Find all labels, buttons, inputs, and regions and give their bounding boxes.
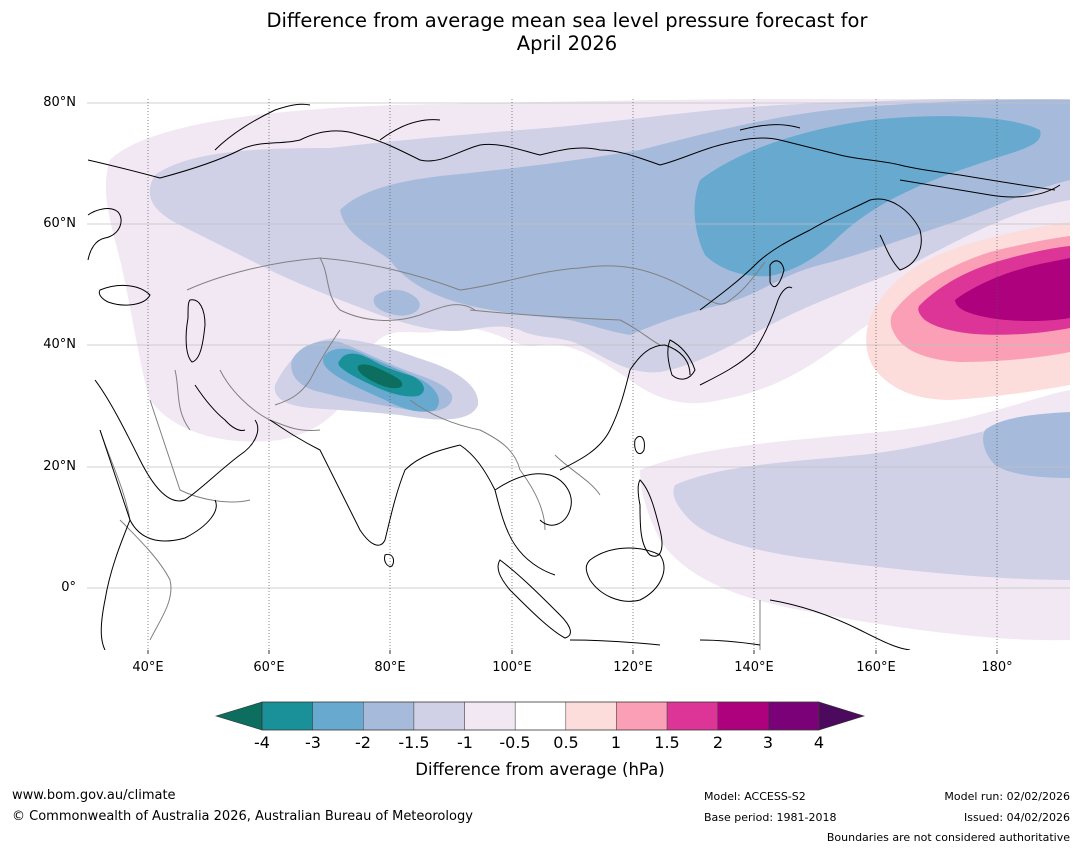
lon-label-180: 180° bbox=[981, 660, 1013, 675]
colorbar-low-extend bbox=[214, 701, 263, 731]
lon-label-40e: 40°E bbox=[132, 660, 164, 675]
country-borders bbox=[99, 257, 766, 650]
colorbar-cell bbox=[312, 701, 364, 731]
footer-model-run: Model run: 02/02/2026 bbox=[944, 790, 1070, 803]
lon-label-120e: 120°E bbox=[613, 660, 653, 675]
colorbar-tick-label: -3 bbox=[305, 733, 321, 752]
lat-label-0: 0° bbox=[61, 580, 76, 595]
lat-label-80n: 80°N bbox=[43, 95, 76, 110]
colorbar-cell bbox=[514, 701, 567, 731]
colorbar-cell bbox=[565, 701, 617, 731]
colorbar-cell bbox=[464, 701, 516, 731]
colorbar-tick-label: 0.5 bbox=[553, 733, 579, 752]
anomaly-band-plus-2 bbox=[955, 258, 1070, 321]
footer-website-link[interactable]: www.bom.gov.au/climate bbox=[12, 788, 176, 803]
footer-issued: Issued: 04/02/2026 bbox=[963, 811, 1070, 824]
lat-label-60n: 60°N bbox=[43, 216, 76, 231]
colorbar-tick-label: -1 bbox=[457, 733, 473, 752]
colorbar-cell bbox=[768, 701, 820, 731]
colorbar-tick-label: 2 bbox=[712, 733, 724, 752]
lon-label-80e: 80°E bbox=[374, 660, 406, 675]
map-plot-area bbox=[87, 99, 1070, 650]
footer-copyright: © Commonwealth of Australia 2026, Austra… bbox=[12, 809, 473, 824]
colorbar-cell bbox=[616, 701, 668, 731]
colorbar-tick-label: -0.5 bbox=[499, 733, 531, 752]
colorbar-cell bbox=[717, 701, 769, 731]
colorbar-tick-label: 1.5 bbox=[654, 733, 680, 752]
lat-label-20n: 20°N bbox=[43, 459, 76, 474]
lon-label-160e: 160°E bbox=[856, 660, 896, 675]
map-title: Difference from average mean sea level p… bbox=[0, 9, 1081, 55]
colorbar-high-extend bbox=[818, 701, 866, 731]
colorbar-tick-label: -4 bbox=[254, 733, 270, 752]
footer-model: Model: ACCESS-S2 bbox=[704, 790, 806, 803]
lon-label-100e: 100°E bbox=[492, 660, 532, 675]
map-title-line-1: Difference from average mean sea level p… bbox=[266, 9, 868, 32]
lat-label-40n: 40°N bbox=[43, 337, 76, 352]
colorbar-tick-label: 4 bbox=[813, 733, 825, 752]
colorbar-title: Difference from average (hPa) bbox=[415, 760, 665, 779]
graticule bbox=[87, 99, 1070, 650]
colorbar-tick-label: 3 bbox=[762, 733, 774, 752]
anomaly-band-below-minus-4 bbox=[357, 364, 403, 389]
colorbar-cell bbox=[413, 701, 465, 731]
colorbar-cell bbox=[666, 701, 718, 731]
colorbar-cell bbox=[363, 701, 415, 731]
footer-base-period: Base period: 1981-2018 bbox=[704, 811, 837, 824]
axis-ticks bbox=[147, 650, 998, 654]
colorbar-tick-label: 1 bbox=[610, 733, 622, 752]
lon-label-140e: 140°E bbox=[734, 660, 774, 675]
colorbar-tick-label: -2 bbox=[355, 733, 371, 752]
coastlines bbox=[87, 103, 1061, 650]
colorbar bbox=[214, 701, 866, 731]
footer-disclaimer: Boundaries are not considered authoritat… bbox=[826, 831, 1070, 844]
lon-label-60e: 60°E bbox=[253, 660, 285, 675]
colorbar-cell bbox=[261, 701, 313, 731]
map-title-line-2: April 2026 bbox=[516, 32, 618, 55]
colorbar-tick-label: -1.5 bbox=[398, 733, 430, 752]
